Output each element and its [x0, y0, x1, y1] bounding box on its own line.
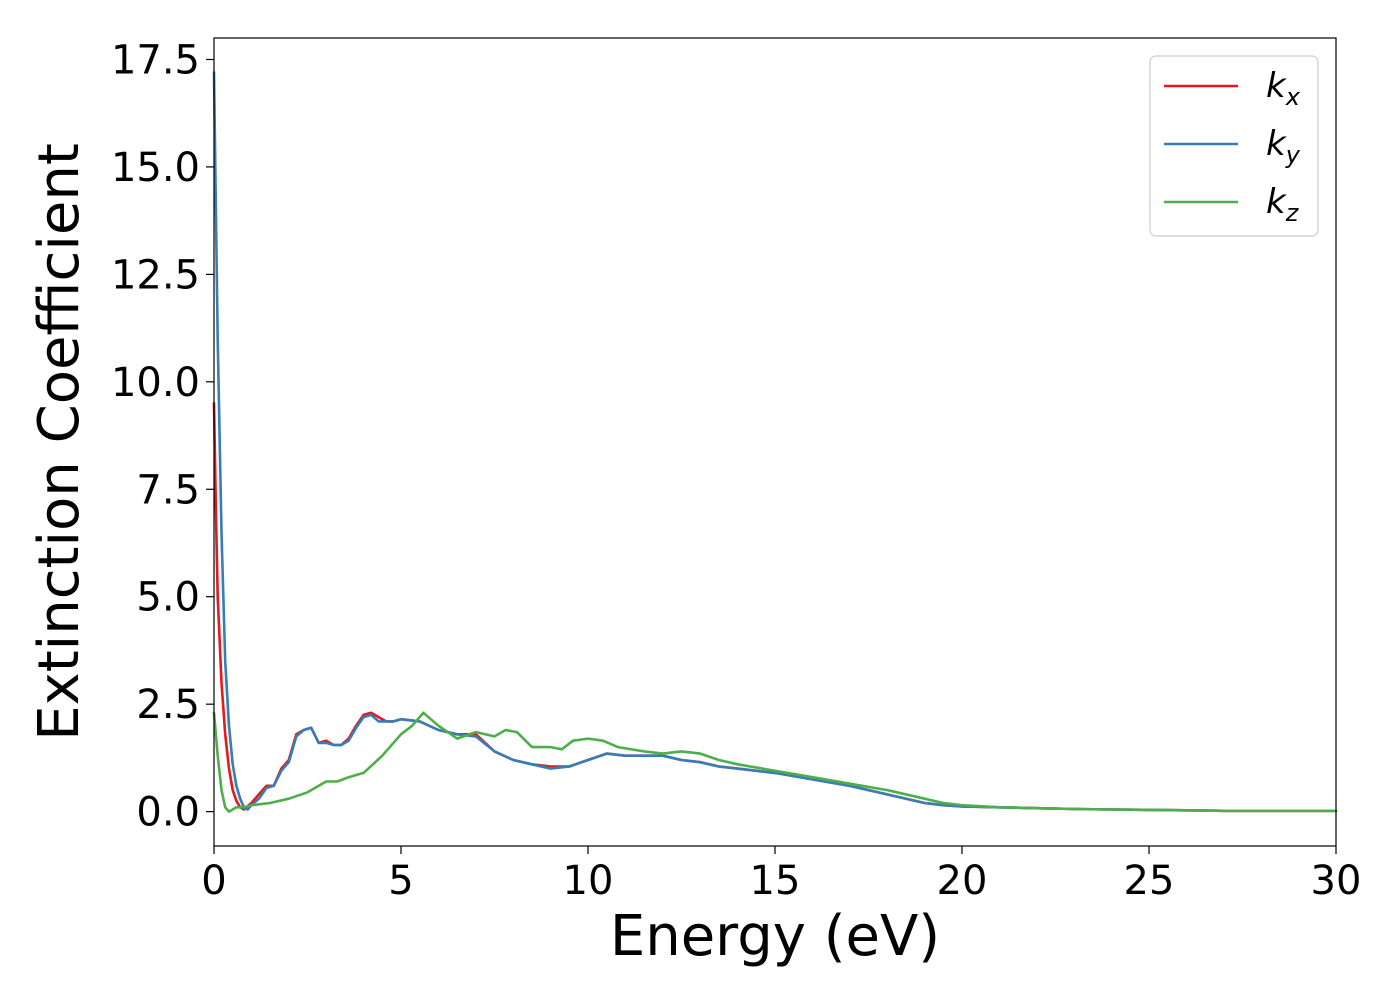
series-line-kx [212, 402, 1338, 813]
legend-entries: kx ky kz [1164, 66, 1301, 227]
legend: kx ky kz [1149, 55, 1319, 237]
y-axis-title: Extinction Coefficient [27, 143, 92, 741]
legend-label-kz: kz [1266, 182, 1300, 227]
y-tick-label: 10.0 [111, 360, 200, 406]
x-tick-label: 15 [750, 858, 801, 904]
x-tick-label: 20 [937, 858, 988, 904]
x-tick-label: 0 [201, 858, 226, 904]
y-tick-label: 0.0 [136, 790, 200, 836]
legend-label-ky: ky [1266, 124, 1301, 169]
y-tick-label: 5.0 [136, 575, 200, 621]
y-tick-label: 2.5 [136, 682, 200, 728]
y-tick-label: 12.5 [111, 252, 200, 298]
x-tick-label: 25 [1124, 858, 1175, 904]
x-tick-label: 30 [1311, 858, 1362, 904]
series-line-kz [212, 711, 1338, 813]
y-tick-label: 15.0 [111, 145, 200, 191]
x-axis-title: Energy (eV) [610, 904, 940, 969]
ticks-layer: 0 5 10 15 20 25 30 0.0 2.5 5.0 7.5 10.0 12.5 15.0 17.5 [111, 37, 1362, 904]
x-tick-label: 5 [388, 858, 413, 904]
x-tick-label: 10 [563, 858, 614, 904]
y-tick-label: 7.5 [136, 467, 200, 513]
legend-box [1149, 55, 1319, 237]
legend-label-kx: kx [1266, 66, 1301, 111]
y-tick-label: 17.5 [111, 37, 200, 83]
series-layer [212, 71, 1338, 813]
